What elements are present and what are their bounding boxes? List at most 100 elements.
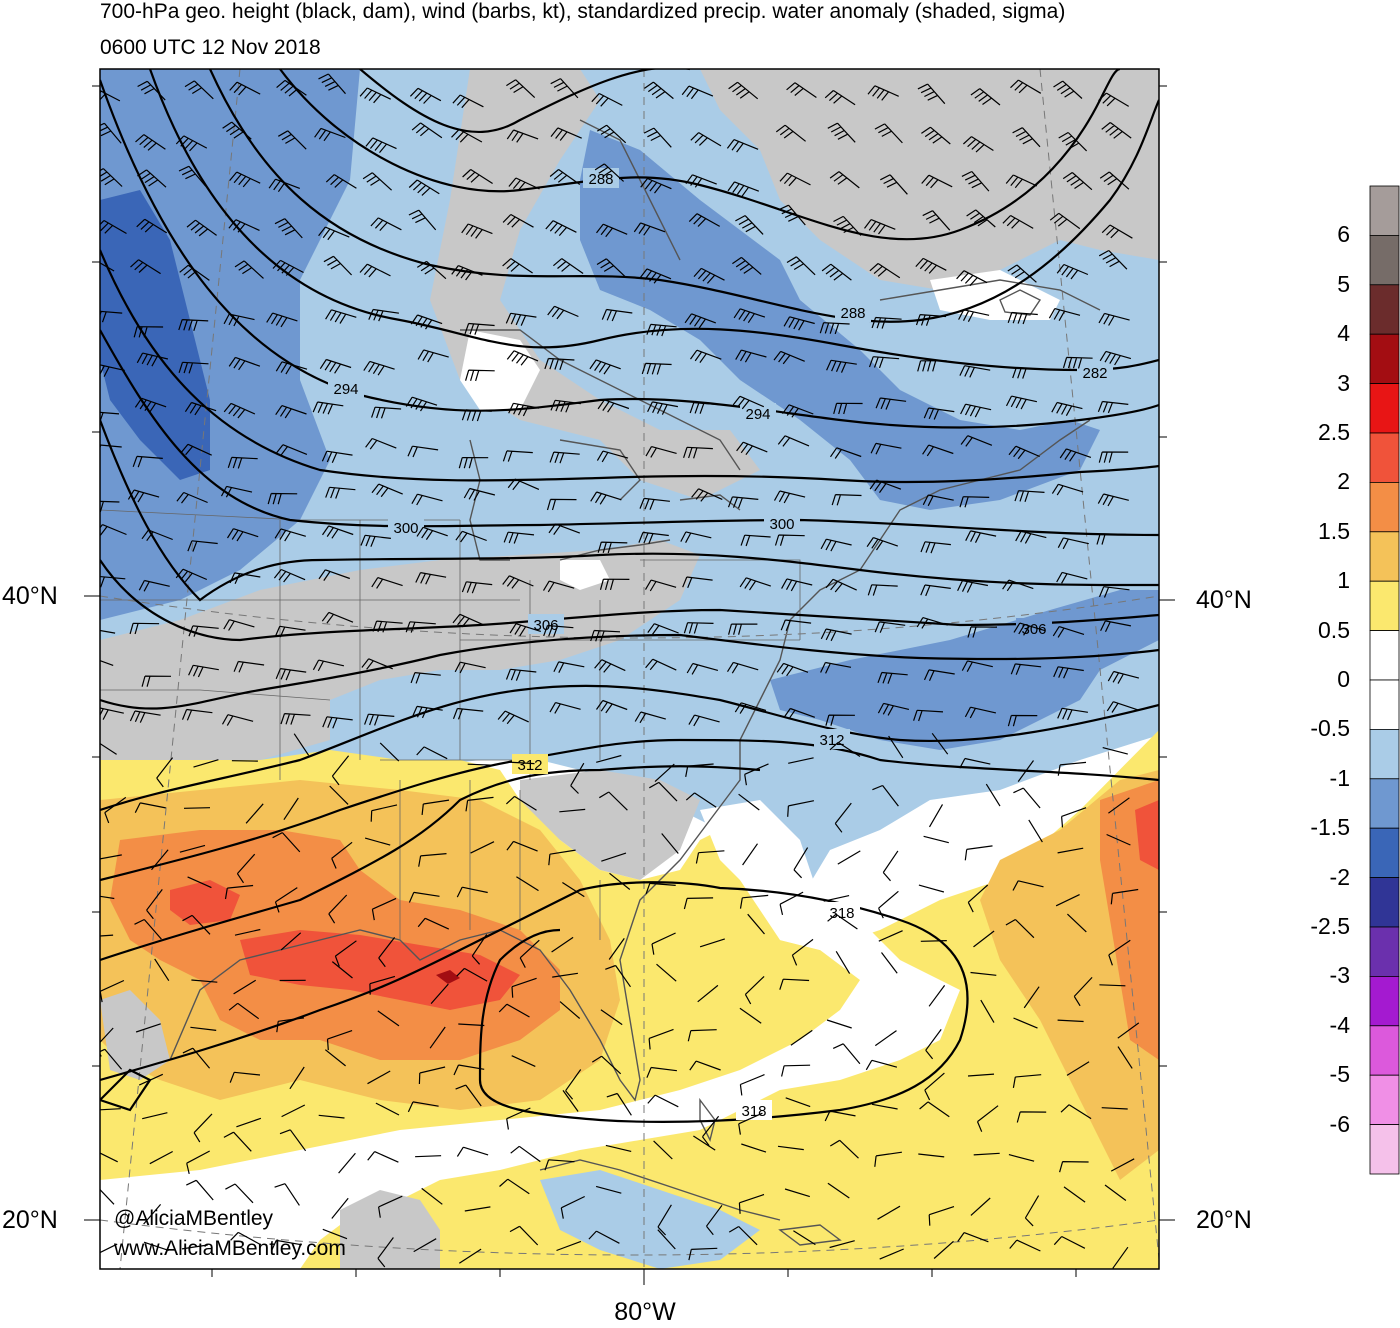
wind-barb: [923, 835, 949, 844]
wind-barb: [874, 1151, 902, 1167]
wind-barb: [784, 1188, 810, 1198]
wind-barb: [819, 322, 850, 335]
wind-barb: [319, 358, 352, 374]
wind-barb: [458, 457, 489, 469]
wind-barb: [187, 540, 218, 552]
wind-barb: [551, 936, 574, 953]
contour-label-300a: 300: [393, 520, 418, 537]
wind-barb: [608, 938, 625, 960]
wind-barb: [915, 314, 947, 326]
wind-barb: [735, 349, 767, 363]
wind-barb: [221, 714, 254, 726]
wind-barb: [1066, 913, 1087, 933]
wind-barb: [545, 220, 577, 236]
wind-barb: [378, 937, 396, 968]
wind-barb: [456, 886, 488, 898]
wind-barb: [326, 1030, 353, 1051]
wind-barb: [100, 1048, 123, 1070]
wind-barb: [228, 1002, 260, 1020]
colorbar-label: -5: [1329, 1061, 1350, 1088]
wind-barb: [1057, 1019, 1084, 1023]
wind-barb: [596, 223, 628, 238]
wind-barb: [362, 172, 393, 191]
pw-anomaly-mid-blue-quebec: [580, 130, 1100, 510]
wind-barb: [223, 1131, 252, 1152]
wind-barb: [689, 402, 720, 414]
wind-barb: [275, 668, 307, 681]
wind-barb: [1002, 579, 1034, 592]
wind-barb: [973, 930, 995, 948]
wind-barb: [1096, 533, 1127, 545]
wind-barb: [570, 762, 585, 794]
contour-label-312b: 312: [819, 732, 844, 749]
wind-barb: [697, 984, 719, 1003]
colorbar-label: -4: [1329, 1011, 1350, 1038]
wind-barb: [552, 972, 578, 978]
pw-anomaly-dark-blue-northwest: [100, 190, 210, 480]
wind-barb: [985, 783, 1001, 807]
colorbar-swatch: [1369, 1074, 1400, 1125]
wind-barb: [699, 938, 725, 948]
wind-barb: [928, 985, 946, 1007]
wind-barb: [596, 699, 628, 714]
wind-barb: [744, 975, 765, 1005]
wind-barb: [100, 262, 115, 272]
wind-barb: [788, 757, 814, 764]
wind-barb: [550, 127, 582, 141]
wind-barb: [453, 1064, 485, 1076]
wind-barb: [129, 622, 160, 635]
credit-url: www.AliciaMBentley.com: [114, 1237, 346, 1260]
wind-barb: [229, 81, 261, 96]
wind-barb: [100, 1243, 118, 1254]
wind-barb: [318, 1114, 345, 1119]
wind-barb: [543, 624, 574, 637]
wind-barb: [877, 671, 908, 684]
wind-barb: [878, 890, 899, 919]
wind-barb: [179, 264, 210, 281]
wind-barb: [1049, 212, 1081, 230]
wind-barb: [779, 978, 810, 990]
wind-barb: [1010, 79, 1042, 94]
wind-barb: [1060, 1104, 1092, 1120]
wind-barb: [590, 491, 622, 505]
wind-barb: [100, 895, 115, 900]
wind-barb: [410, 314, 443, 330]
wind-barb: [455, 1084, 482, 1107]
wind-barb: [407, 445, 439, 458]
wind-barb: [100, 310, 123, 323]
wind-barb: [738, 793, 760, 811]
wind-barb: [544, 357, 575, 370]
wind-barb: [1016, 1111, 1047, 1123]
colorbar-swatch: [1369, 580, 1400, 632]
wind-barb: [826, 1019, 852, 1029]
wind-barb: [1101, 1107, 1128, 1110]
wind-barb: [156, 757, 174, 788]
wind-barb: [1057, 707, 1088, 721]
wind-barb: [325, 174, 357, 189]
wind-barb: [646, 323, 677, 337]
wind-barb: [647, 623, 679, 635]
wind-barb: [827, 1182, 850, 1199]
wind-barb: [1098, 92, 1130, 107]
wind-barb: [225, 1183, 254, 1204]
wind-barb: [279, 1129, 307, 1152]
wind-barb: [778, 204, 806, 226]
colorbar-label: -1.5: [1310, 814, 1350, 841]
wind-barb: [281, 1104, 306, 1118]
wind-barb: [653, 1140, 673, 1160]
wind-barb: [371, 406, 402, 419]
wind-barb: [639, 268, 672, 284]
wind-barb: [418, 853, 447, 867]
colorbar-swatch: [1369, 778, 1400, 829]
wind-barb: [370, 217, 402, 232]
wind-barb: [127, 489, 160, 503]
lat-label-20n-left: 20°N: [2, 1206, 58, 1234]
wind-barb: [405, 396, 438, 412]
wind-barb: [408, 891, 440, 903]
wind-barb: [226, 528, 259, 542]
wind-barb: [318, 73, 346, 95]
wind-barb: [918, 1153, 945, 1158]
wind-barb: [141, 529, 173, 542]
wind-barb: [915, 257, 947, 274]
wind-barb: [129, 710, 161, 723]
